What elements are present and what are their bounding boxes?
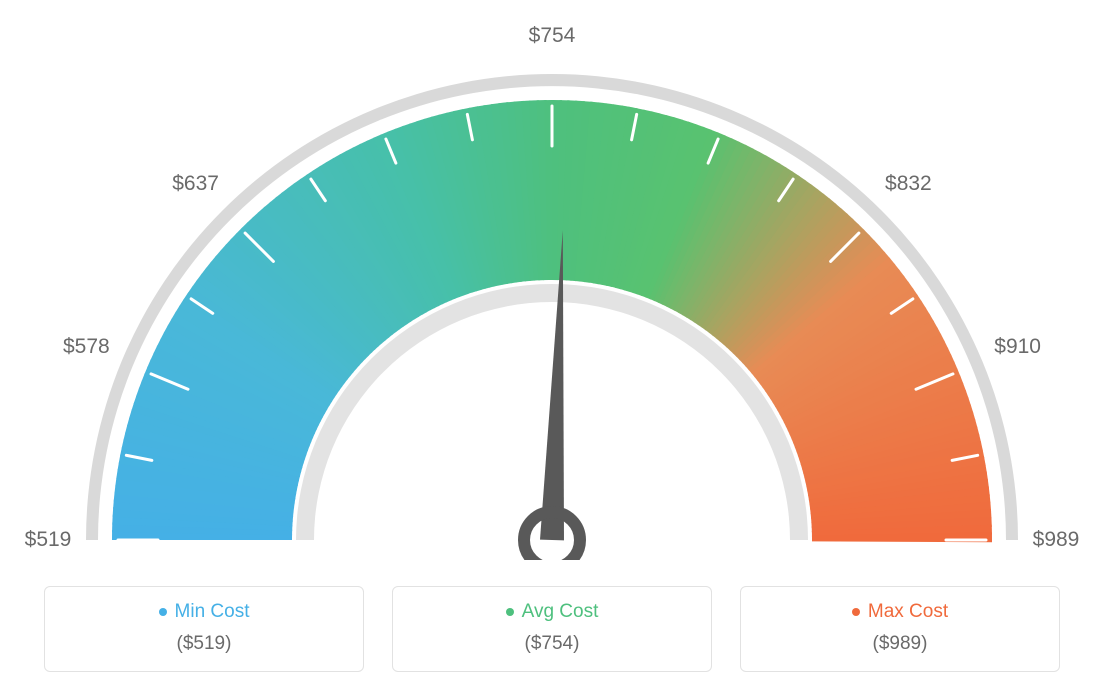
legend-card-max: Max Cost ($989) [740,586,1060,672]
gauge-tick-label: $989 [1033,528,1080,552]
legend-row: Min Cost ($519) Avg Cost ($754) Max Cost… [0,586,1104,672]
gauge-tick-label: $637 [172,172,219,196]
legend-label-avg: Avg Cost [522,601,599,623]
legend-label-min: Min Cost [175,601,250,623]
gauge-tick-label: $754 [529,24,576,48]
gauge-chart: $519 $578 $637 $754 $832 $910 $989 [0,0,1104,560]
legend-label-max: Max Cost [868,601,948,623]
dot-min [159,608,167,616]
legend-value-min: ($519) [55,633,353,655]
gauge-tick-label: $832 [885,172,932,196]
gauge-tick-label: $578 [63,335,110,359]
legend-value-max: ($989) [751,633,1049,655]
dot-avg [506,608,514,616]
dot-max [852,608,860,616]
gauge-svg [0,0,1104,560]
legend-card-avg: Avg Cost ($754) [392,586,712,672]
gauge-tick-label: $519 [25,528,72,552]
gauge-tick-label: $910 [994,335,1041,359]
legend-value-avg: ($754) [403,633,701,655]
legend-card-min: Min Cost ($519) [44,586,364,672]
